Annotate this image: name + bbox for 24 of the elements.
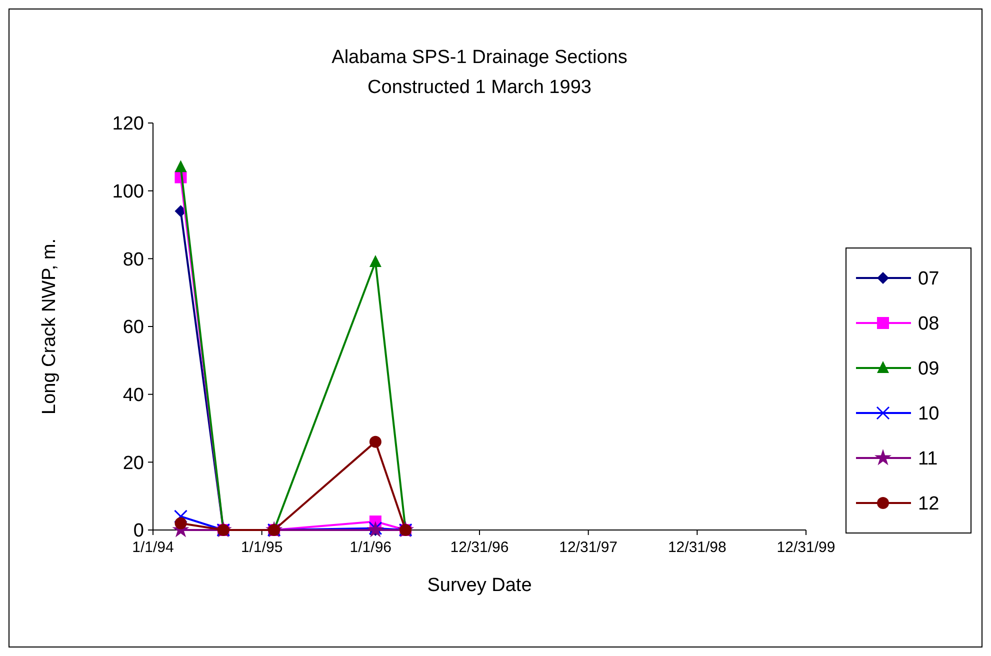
chart-subtitle: Constructed 1 March 1993 [368,77,592,98]
legend-label: 10 [918,404,940,425]
y-axis-title: Long Crack NWP, m. [39,238,60,414]
chart-title: Alabama SPS-1 Drainage Sections [332,47,628,68]
y-tick-label: 80 [122,249,144,270]
y-tick-label: 60 [122,317,144,338]
y-tick-label: 0 [133,520,144,542]
x-tick-label: 1/1/95 [240,539,283,556]
x-axis-title: Survey Date [427,575,532,596]
x-tick-label: 12/31/99 [776,539,836,556]
legend-label: 07 [918,268,940,290]
y-tick-label: 20 [122,452,144,474]
y-tick-label: 120 [112,114,144,135]
x-tick-label: 12/31/97 [559,539,618,556]
x-tick-label: 1/1/96 [350,539,392,556]
y-tick-label: 40 [122,384,144,406]
y-tick-label: 100 [112,181,144,202]
x-tick-label: 12/31/96 [450,539,509,556]
x-tick-label: 12/31/98 [668,539,726,556]
legend-label: 11 [918,448,938,470]
legend-label: 08 [918,314,940,335]
x-tick-label: 1/1/94 [132,539,174,556]
legend-label: 09 [918,358,940,380]
legend-label: 12 [918,494,940,515]
